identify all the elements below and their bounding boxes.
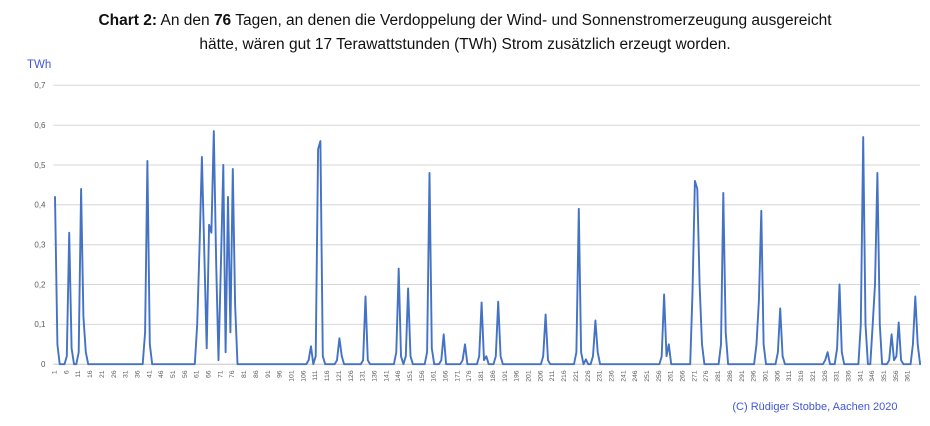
svg-text:211: 211 <box>549 370 556 381</box>
svg-text:296: 296 <box>751 370 758 382</box>
svg-text:61: 61 <box>194 370 201 378</box>
svg-text:251: 251 <box>644 370 651 382</box>
svg-text:281: 281 <box>715 370 722 382</box>
svg-text:0,3: 0,3 <box>34 241 46 250</box>
svg-text:171: 171 <box>454 370 461 382</box>
svg-text:256: 256 <box>656 370 663 382</box>
svg-text:276: 276 <box>703 370 710 382</box>
svg-text:136: 136 <box>371 370 378 382</box>
svg-text:111: 111 <box>312 370 319 381</box>
svg-text:81: 81 <box>241 370 248 378</box>
svg-text:101: 101 <box>289 370 296 382</box>
svg-text:321: 321 <box>810 370 817 382</box>
svg-text:76: 76 <box>229 370 236 378</box>
svg-text:326: 326 <box>822 370 829 382</box>
svg-text:11: 11 <box>75 370 82 377</box>
svg-text:0,4: 0,4 <box>34 201 46 210</box>
svg-text:146: 146 <box>395 370 402 382</box>
svg-text:46: 46 <box>158 370 165 378</box>
svg-text:351: 351 <box>881 370 888 382</box>
svg-text:56: 56 <box>182 370 189 378</box>
svg-text:51: 51 <box>170 370 177 378</box>
svg-text:306: 306 <box>774 370 781 382</box>
svg-text:346: 346 <box>869 370 876 382</box>
svg-text:36: 36 <box>134 370 141 378</box>
svg-text:236: 236 <box>609 370 616 382</box>
svg-text:156: 156 <box>419 370 426 382</box>
svg-text:191: 191 <box>502 370 509 382</box>
svg-text:361: 361 <box>905 370 912 382</box>
svg-text:21: 21 <box>99 370 106 378</box>
svg-text:206: 206 <box>537 370 544 382</box>
svg-text:1: 1 <box>52 370 59 374</box>
svg-text:26: 26 <box>111 370 118 378</box>
svg-text:186: 186 <box>490 370 497 382</box>
svg-text:0,1: 0,1 <box>34 320 46 329</box>
svg-text:266: 266 <box>680 370 687 382</box>
svg-text:131: 131 <box>360 370 367 382</box>
svg-text:16: 16 <box>87 370 94 378</box>
svg-text:181: 181 <box>478 370 485 382</box>
svg-text:301: 301 <box>763 370 770 382</box>
svg-text:141: 141 <box>383 370 390 382</box>
svg-text:201: 201 <box>526 370 533 382</box>
svg-text:176: 176 <box>466 370 473 382</box>
svg-text:196: 196 <box>514 370 521 382</box>
svg-text:116: 116 <box>324 370 331 381</box>
svg-text:286: 286 <box>727 370 734 382</box>
svg-text:241: 241 <box>620 370 627 382</box>
svg-text:91: 91 <box>265 370 272 378</box>
svg-text:0,6: 0,6 <box>34 121 46 130</box>
svg-text:6: 6 <box>63 370 70 374</box>
svg-text:161: 161 <box>431 370 438 382</box>
svg-text:356: 356 <box>893 370 900 382</box>
svg-text:316: 316 <box>798 370 805 382</box>
svg-text:151: 151 <box>407 370 414 382</box>
svg-text:71: 71 <box>217 370 224 378</box>
svg-text:126: 126 <box>348 370 355 382</box>
svg-text:0,2: 0,2 <box>34 280 46 289</box>
svg-text:336: 336 <box>846 370 853 382</box>
svg-text:96: 96 <box>277 370 284 378</box>
svg-text:246: 246 <box>632 370 639 382</box>
svg-text:231: 231 <box>597 370 604 382</box>
svg-text:331: 331 <box>834 370 841 382</box>
svg-text:86: 86 <box>253 370 260 378</box>
svg-text:291: 291 <box>739 370 746 382</box>
svg-text:0,5: 0,5 <box>34 161 46 170</box>
svg-text:106: 106 <box>300 370 307 382</box>
svg-text:66: 66 <box>206 370 213 378</box>
svg-text:0,7: 0,7 <box>34 81 46 90</box>
svg-text:311: 311 <box>786 370 793 381</box>
svg-text:226: 226 <box>585 370 592 382</box>
svg-text:271: 271 <box>691 370 698 382</box>
svg-text:261: 261 <box>668 370 675 382</box>
svg-text:31: 31 <box>123 370 130 378</box>
svg-text:41: 41 <box>146 370 153 378</box>
svg-text:341: 341 <box>857 370 864 382</box>
svg-text:221: 221 <box>573 370 580 382</box>
svg-text:216: 216 <box>561 370 568 382</box>
svg-text:121: 121 <box>336 370 343 382</box>
svg-text:0: 0 <box>41 360 46 369</box>
svg-text:166: 166 <box>443 370 450 382</box>
